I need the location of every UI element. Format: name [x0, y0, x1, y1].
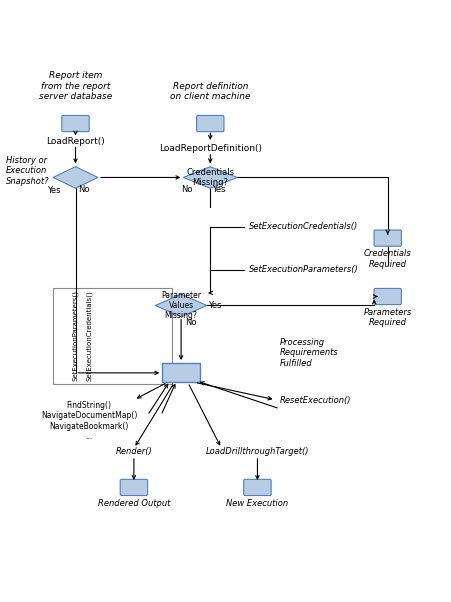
FancyBboxPatch shape	[373, 230, 400, 246]
Text: Parameter
Values
Missing?: Parameter Values Missing?	[161, 291, 201, 320]
Text: SetExecutionCredentials(): SetExecutionCredentials()	[248, 222, 357, 231]
Text: Parameters
Required: Parameters Required	[363, 308, 411, 327]
FancyBboxPatch shape	[196, 116, 224, 132]
Text: No: No	[184, 318, 196, 327]
Text: SetExecutionCredentials(): SetExecutionCredentials()	[86, 290, 92, 381]
Text: LoadReport(): LoadReport()	[46, 137, 105, 146]
Polygon shape	[53, 167, 98, 188]
FancyBboxPatch shape	[243, 479, 271, 495]
Text: Yes: Yes	[47, 187, 60, 196]
Text: ResetExecution(): ResetExecution()	[279, 396, 350, 405]
Text: New Execution: New Execution	[226, 498, 288, 507]
FancyBboxPatch shape	[120, 479, 147, 495]
Text: LoadDrillthroughTarget(): LoadDrillthroughTarget()	[205, 447, 308, 456]
Text: FindString()
NavigateDocumentMap()
NavigateBookmark()
...: FindString() NavigateDocumentMap() Navig…	[41, 401, 137, 441]
Polygon shape	[183, 167, 237, 188]
Text: Credentials
Missing?: Credentials Missing?	[186, 168, 234, 187]
Text: No: No	[78, 185, 89, 194]
Text: No: No	[180, 185, 192, 194]
FancyBboxPatch shape	[161, 364, 200, 382]
Text: Processing
Requirements
Fulfilled: Processing Requirements Fulfilled	[279, 338, 338, 368]
Text: Credentials
Required: Credentials Required	[363, 249, 411, 268]
Polygon shape	[155, 294, 207, 317]
Text: Rendered Output: Rendered Output	[97, 498, 170, 507]
Text: Report item
from the report
server database: Report item from the report server datab…	[39, 71, 112, 101]
Text: LoadReportDefinition(): LoadReportDefinition()	[158, 144, 261, 153]
Text: Yes: Yes	[211, 185, 225, 194]
FancyBboxPatch shape	[373, 288, 400, 305]
Text: SetExecutionParameters(): SetExecutionParameters()	[248, 265, 358, 274]
Text: SetExecutionParameters(): SetExecutionParameters()	[72, 290, 78, 381]
FancyBboxPatch shape	[62, 116, 89, 132]
Text: History or
Execution
Snapshot?: History or Execution Snapshot?	[6, 156, 50, 185]
Text: Report definition
on client machine: Report definition on client machine	[170, 82, 250, 101]
Text: Yes: Yes	[207, 301, 221, 310]
Text: Render(): Render()	[115, 447, 152, 456]
